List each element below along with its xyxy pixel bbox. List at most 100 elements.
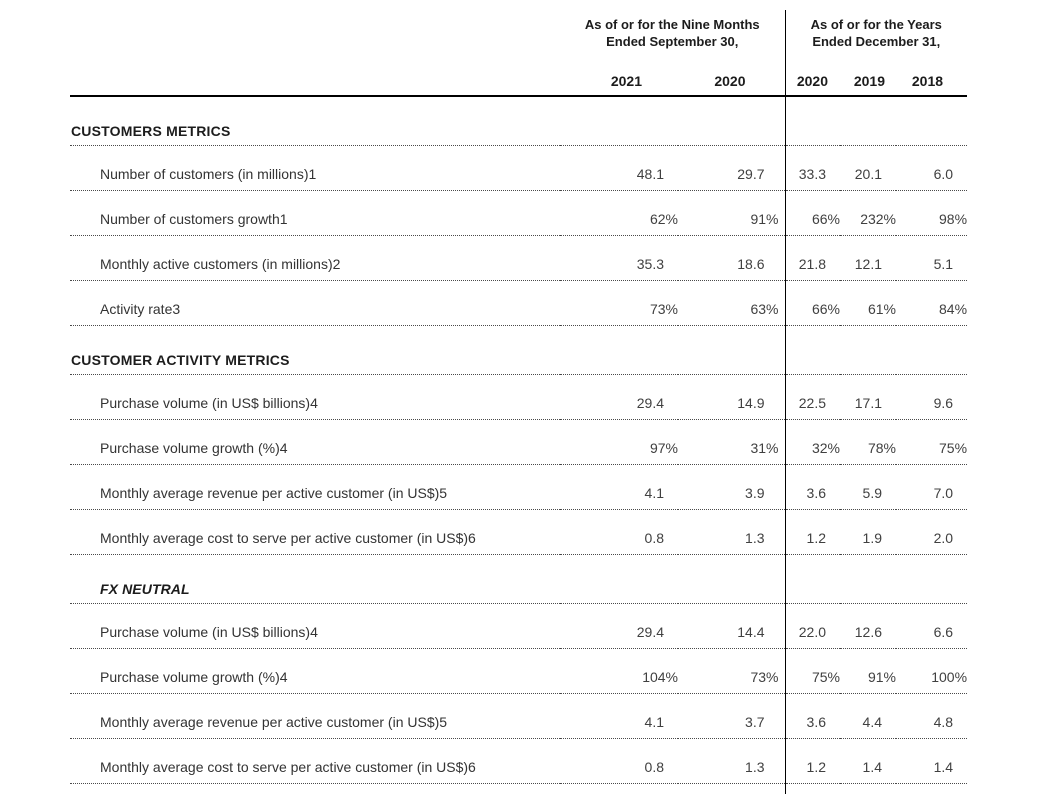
metric-value: 31% [678, 419, 785, 465]
metric-value: 1.4 [896, 738, 968, 784]
section-header-row: CUSTOMER ACTIVITY METRICS [70, 325, 968, 375]
empty-cell [560, 325, 678, 375]
metric-value: 12.1 [840, 235, 896, 281]
metric-label: Number of customers growth1 [70, 190, 560, 236]
table-row: Purchase volume growth (%)4 104% 73% 75%… [70, 648, 968, 694]
metric-value: 33.3 [784, 145, 840, 191]
empty-cell [840, 325, 896, 375]
empty-cell [560, 96, 678, 146]
metric-value: 62% [560, 190, 678, 236]
metric-label: Purchase volume growth (%)4 [70, 419, 560, 465]
table-row: Purchase volume growth (%)4 97% 31% 32% … [70, 419, 968, 465]
metric-value: 91% [678, 190, 785, 236]
metric-value: 3.6 [784, 693, 840, 739]
metric-label: Purchase volume (in US$ billions)4 [70, 374, 560, 420]
metric-value: 4.4 [840, 693, 896, 739]
year-header-2020: 2020 [784, 65, 840, 97]
section-header-row: CUSTOMERS METRICS [70, 96, 968, 146]
table-row: Monthly average revenue per active custo… [70, 693, 968, 739]
label-column-spacer [70, 10, 560, 65]
metrics-table: As of or for the Nine Months Ended Septe… [70, 10, 968, 794]
metric-value: 100% [896, 648, 968, 694]
metric-value: 18.6 [678, 235, 785, 281]
metric-value: 3.6 [784, 464, 840, 510]
table-row: Number of customers (in millions)1 48.1 … [70, 145, 968, 191]
metric-label: Monthly average revenue per active custo… [70, 693, 560, 739]
group2-line1: As of or for the Years [810, 17, 942, 32]
metric-value: 29.4 [560, 374, 678, 420]
metric-value: 12.6 [840, 603, 896, 649]
metric-value: 3.9 [678, 464, 785, 510]
metric-value: 1.2 [784, 509, 840, 555]
metric-value: 21.8 [784, 235, 840, 281]
year-header-2019: 2019 [840, 65, 896, 97]
year-header-2018: 2018 [896, 65, 968, 97]
metric-label: Activity rate3 [70, 280, 560, 326]
empty-cell [784, 783, 840, 794]
section-title: CUSTOMERS METRICS [70, 96, 560, 146]
metric-value: 66% [784, 280, 840, 326]
table-row: Monthly average cost to serve per active… [70, 738, 968, 784]
metric-label: Monthly average cost to serve per active… [70, 738, 560, 784]
year-header-row: 2021 2020 2020 2019 2018 [70, 65, 968, 97]
table-row: Activity rate3 73% 63% 66% 61% 84% [70, 280, 968, 326]
metric-value: 84% [896, 280, 968, 326]
metric-value: 3.7 [678, 693, 785, 739]
empty-cell [678, 554, 785, 604]
metric-value: 98% [896, 190, 968, 236]
metric-label: Monthly active customers (in millions)2 [70, 235, 560, 281]
metric-value: 7.0 [896, 464, 968, 510]
section-title: CUSTOMER ACTIVITY METRICS [70, 325, 560, 375]
metric-value: 4.8 [896, 693, 968, 739]
metric-value: 75% [784, 648, 840, 694]
empty-cell [784, 325, 840, 375]
group1-line2: Ended September 30, [606, 33, 739, 49]
metric-value: 5.1 [896, 235, 968, 281]
table-row: Number of customers growth1 62% 91% 66% … [70, 190, 968, 236]
metric-value: 2.0 [896, 509, 968, 555]
table-row: Purchase volume (in US$ billions)4 29.4 … [70, 374, 968, 420]
year-header-2021: 2021 [560, 65, 678, 97]
section-title: CUSTOMER BALANCES [70, 783, 560, 794]
metric-value: 73% [678, 648, 785, 694]
year-header-2020-nine-months: 2020 [678, 65, 785, 97]
metric-value: 73% [560, 280, 678, 326]
metric-value: 35.3 [560, 235, 678, 281]
metric-value: 20.1 [840, 145, 896, 191]
metric-value: 1.4 [840, 738, 896, 784]
empty-cell [678, 783, 785, 794]
metric-value: 232% [840, 190, 896, 236]
empty-cell [840, 554, 896, 604]
metric-value: 9.6 [896, 374, 968, 420]
metric-value: 5.9 [840, 464, 896, 510]
table-row: Monthly active customers (in millions)2 … [70, 235, 968, 281]
metric-value: 32% [784, 419, 840, 465]
metric-value: 78% [840, 419, 896, 465]
metric-label: Number of customers (in millions)1 [70, 145, 560, 191]
table-row: Monthly average revenue per active custo… [70, 464, 968, 510]
empty-cell [840, 96, 896, 146]
empty-cell [784, 554, 840, 604]
column-group-nine-months: As of or for the Nine Months Ended Septe… [560, 10, 785, 65]
empty-cell [840, 783, 896, 794]
metric-value: 63% [678, 280, 785, 326]
metric-value: 22.5 [784, 374, 840, 420]
metric-value: 29.4 [560, 603, 678, 649]
empty-cell [784, 96, 840, 146]
metric-value: 6.6 [896, 603, 968, 649]
label-column-spacer [70, 65, 560, 97]
metric-value: 48.1 [560, 145, 678, 191]
section-header-row: FX NEUTRAL [70, 554, 968, 604]
metric-value: 14.9 [678, 374, 785, 420]
metric-value: 75% [896, 419, 968, 465]
metric-value: 22.0 [784, 603, 840, 649]
metric-value: 29.7 [678, 145, 785, 191]
metric-value: 0.8 [560, 738, 678, 784]
metric-label: Monthly average revenue per active custo… [70, 464, 560, 510]
metric-value: 1.9 [840, 509, 896, 555]
metric-value: 1.2 [784, 738, 840, 784]
metric-label: Monthly average cost to serve per active… [70, 509, 560, 555]
table-row: Monthly average cost to serve per active… [70, 509, 968, 555]
section-header-row: CUSTOMER BALANCES [70, 783, 968, 794]
